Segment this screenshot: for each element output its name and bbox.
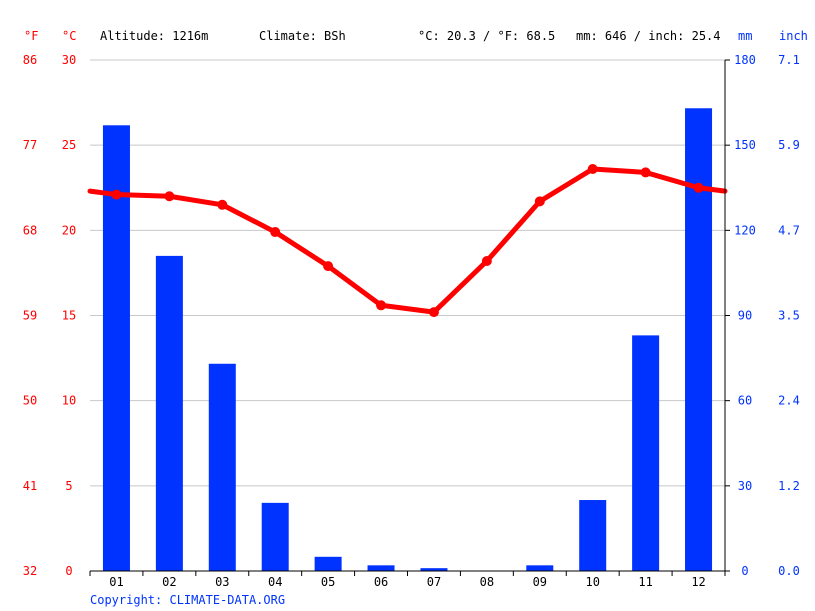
temperature-point <box>587 164 598 175</box>
month-tick-label: 10 <box>585 575 599 589</box>
inch-tick-label: 1.2 <box>778 479 800 493</box>
month-tick-label: 02 <box>162 575 176 589</box>
mm-axis-ticks: 180 150 120 90 60 30 0 <box>734 53 756 578</box>
mm-tick-label: 150 <box>734 138 756 152</box>
celsius-tick-label: 20 <box>62 223 76 237</box>
inch-tick-label: 7.1 <box>778 53 800 67</box>
mm-tick-label: 0 <box>741 564 748 578</box>
precipitation-bar <box>208 363 236 571</box>
fahrenheit-tick-label: 77 <box>23 138 37 152</box>
temperature-point <box>693 182 704 193</box>
precipitation-bar <box>102 125 130 572</box>
grid-lines <box>90 59 725 572</box>
unit-fahrenheit-label: °F <box>24 29 38 43</box>
precipitation-bar <box>155 255 183 571</box>
celsius-tick-label: 15 <box>62 309 76 323</box>
month-tick-label: 03 <box>215 575 229 589</box>
month-tick-label: 07 <box>427 575 441 589</box>
mm-tick-label: 90 <box>738 309 752 323</box>
fahrenheit-tick-label: 50 <box>23 394 37 408</box>
celsius-tick-label: 5 <box>65 479 72 493</box>
month-tick-label: 04 <box>268 575 282 589</box>
climate-label: Climate: BSh <box>259 29 346 43</box>
unit-mm-label: mm <box>738 29 752 43</box>
precipitation-bar <box>261 502 289 571</box>
temperature-point <box>534 196 545 207</box>
inch-tick-label: 2.4 <box>778 394 800 408</box>
month-tick-label: 11 <box>638 575 652 589</box>
month-axis-ticks: 01 02 03 04 05 06 07 08 09 10 11 12 <box>109 575 706 589</box>
month-tick-label: 01 <box>109 575 123 589</box>
precipitation-bar <box>632 335 660 571</box>
temperature-point <box>111 189 122 200</box>
fahrenheit-tick-label: 41 <box>23 479 37 493</box>
precipitation-bar <box>420 568 448 571</box>
month-tick-label: 05 <box>321 575 335 589</box>
inch-tick-label: 0.0 <box>778 564 800 578</box>
inch-tick-label: 3.5 <box>778 309 800 323</box>
precipitation-bar <box>579 500 607 571</box>
month-tick-label: 12 <box>691 575 705 589</box>
celsius-axis-ticks: 30 25 20 15 10 5 0 <box>62 53 76 578</box>
temperature-line <box>87 164 728 318</box>
mm-tick-label: 60 <box>738 394 752 408</box>
celsius-tick-label: 10 <box>62 394 76 408</box>
month-tick-label: 06 <box>374 575 388 589</box>
inch-axis-ticks: 7.1 5.9 4.7 3.5 2.4 1.2 0.0 <box>778 53 800 578</box>
temperature-point <box>217 199 228 210</box>
temperature-point <box>164 191 175 202</box>
fahrenheit-tick-label: 68 <box>23 223 37 237</box>
precipitation-bars <box>102 108 713 572</box>
month-tick-label: 08 <box>480 575 494 589</box>
celsius-tick-label: 30 <box>62 53 76 67</box>
precipitation-bar <box>367 565 395 571</box>
month-tick-label: 09 <box>533 575 547 589</box>
temperature-point <box>640 167 651 178</box>
precipitation-bar <box>685 108 713 571</box>
temperature-point <box>270 227 281 238</box>
mm-tick-label: 180 <box>734 53 756 67</box>
fahrenheit-tick-label: 59 <box>23 309 37 323</box>
fahrenheit-tick-label: 32 <box>23 564 37 578</box>
temperature-point <box>376 300 387 311</box>
fahrenheit-tick-label: 86 <box>23 53 37 67</box>
inch-tick-label: 4.7 <box>778 223 800 237</box>
celsius-tick-label: 0 <box>65 564 72 578</box>
precipitation-bar <box>526 565 554 571</box>
temperature-point <box>323 261 334 272</box>
precipitation-bar <box>314 556 342 571</box>
temperature-point <box>481 255 492 266</box>
copyright-notice: Copyright: CLIMATE-DATA.ORG <box>90 593 285 607</box>
average-temperature-label: °C: 20.3 / °F: 68.5 <box>418 29 555 43</box>
mm-tick-label: 30 <box>738 479 752 493</box>
altitude-label: Altitude: 1216m <box>100 29 208 43</box>
mm-tick-label: 120 <box>734 223 756 237</box>
temperature-point <box>428 307 439 318</box>
fahrenheit-axis-ticks: 86 77 68 59 50 41 32 <box>23 53 37 578</box>
unit-inch-label: inch <box>779 29 808 43</box>
celsius-tick-label: 25 <box>62 138 76 152</box>
precipitation-total-label: mm: 646 / inch: 25.4 <box>576 29 721 43</box>
temperature-series-line <box>87 166 728 315</box>
unit-celsius-label: °C <box>62 29 76 43</box>
plot-frame <box>89 59 730 576</box>
inch-tick-label: 5.9 <box>778 138 800 152</box>
